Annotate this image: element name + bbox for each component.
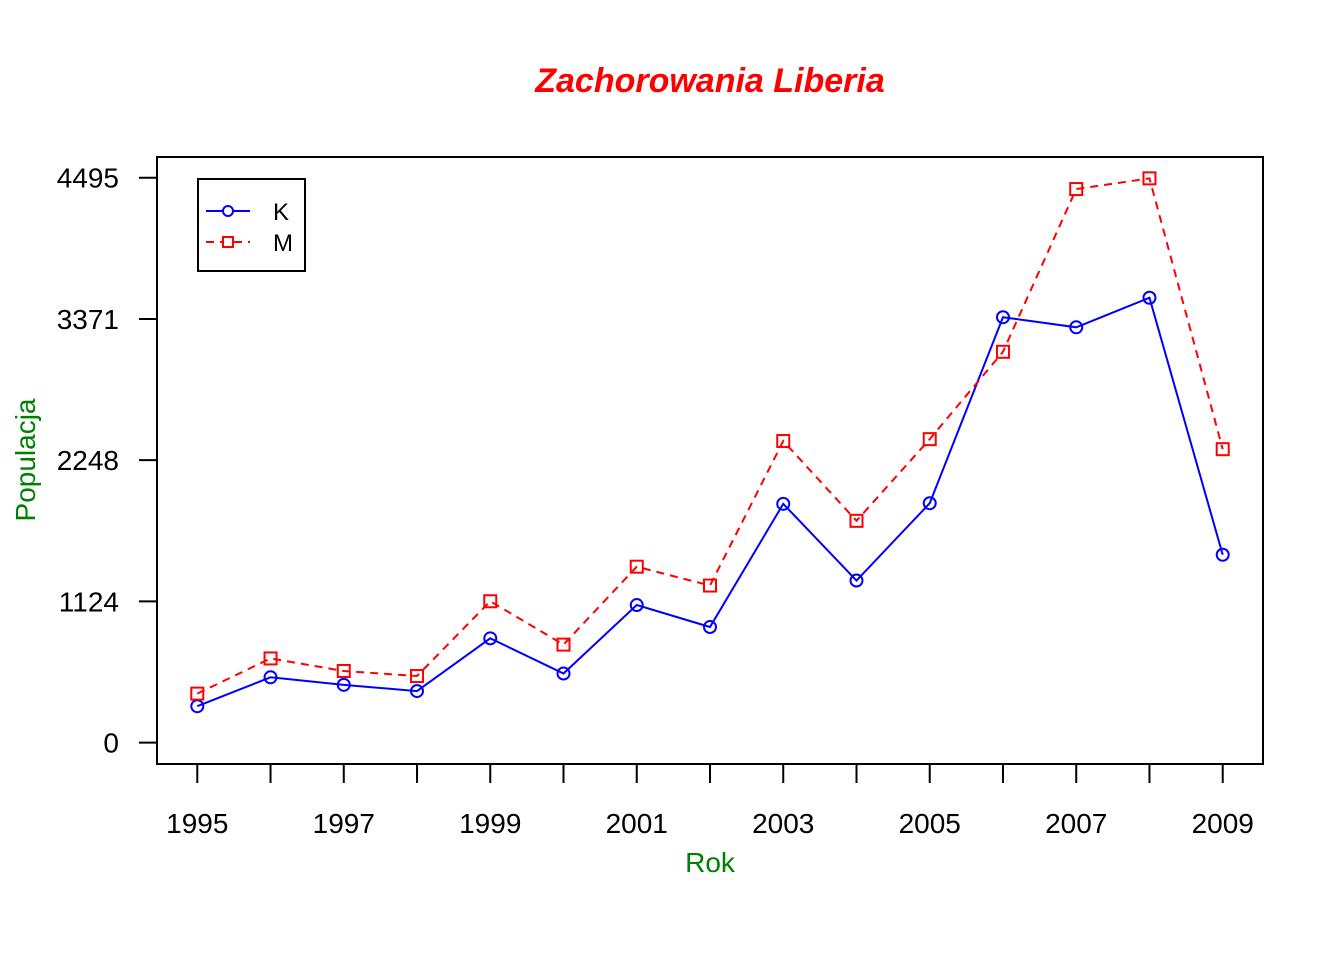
data-point: [410, 684, 425, 699]
x-axis: 1995 1997 1999 2001 2003 2005 2007 2009: [166, 763, 1254, 839]
x-tick-label: 1995: [166, 808, 228, 839]
x-tick-label: 1997: [313, 808, 375, 839]
data-point: [703, 578, 717, 593]
y-tick-label: 4495: [57, 163, 119, 194]
x-tick-label: 2009: [1192, 808, 1254, 839]
x-tick-label: 2007: [1045, 808, 1107, 839]
data-point: [849, 513, 864, 528]
legend-box: [197, 178, 306, 272]
y-tick-label: 1124: [59, 586, 119, 617]
data-point: [336, 677, 351, 692]
series-K: [190, 290, 1230, 714]
data-point: [410, 669, 425, 684]
legend: KM: [197, 178, 306, 272]
data-point: [1215, 442, 1230, 457]
data-point: [1215, 547, 1230, 562]
data-point: [995, 344, 1010, 359]
data-point: [776, 496, 791, 511]
data-point: [483, 594, 498, 609]
data-point: [1142, 171, 1157, 186]
data-point: [703, 620, 717, 635]
series-M: [190, 171, 1230, 701]
data-point: [483, 631, 498, 646]
data-point: [629, 598, 644, 613]
data-point: [263, 670, 278, 685]
data-point: [1069, 320, 1084, 335]
data-point: [849, 573, 864, 588]
y-tick-label: 3371: [57, 304, 119, 335]
x-tick-label: 2001: [606, 808, 668, 839]
x-tick-label: 2005: [899, 808, 961, 839]
data-point: [556, 637, 571, 652]
data-point: [922, 496, 937, 511]
plot-frame: [156, 156, 1264, 765]
x-axis-label: Rok: [685, 847, 736, 878]
chart-title: Zachorowania Liberia: [534, 62, 885, 100]
x-tick-label: 1999: [459, 808, 521, 839]
data-point: [190, 686, 205, 701]
data-point: [556, 666, 571, 681]
x-tick-label: 2003: [752, 808, 814, 839]
data-point: [776, 434, 791, 449]
series-line: [196, 296, 1224, 708]
legend-label: M: [273, 230, 293, 257]
data-point: [922, 432, 937, 447]
data-point: [263, 651, 278, 666]
legend-marker: [222, 205, 234, 217]
y-axis: 0 1124 2248 3371 4495: [57, 163, 158, 759]
data-point: [629, 559, 644, 574]
y-tick-label: 0: [103, 728, 119, 759]
legend-marker: [222, 236, 234, 248]
data-point: [1142, 290, 1157, 305]
series-line: [196, 177, 1224, 695]
series-layer: [190, 171, 1230, 714]
legend-label: K: [273, 199, 289, 226]
data-point: [995, 310, 1010, 325]
y-axis-label: Populacja: [10, 398, 41, 521]
data-point: [1069, 182, 1084, 197]
data-point: [336, 664, 351, 679]
y-tick-label: 2248: [57, 445, 119, 476]
